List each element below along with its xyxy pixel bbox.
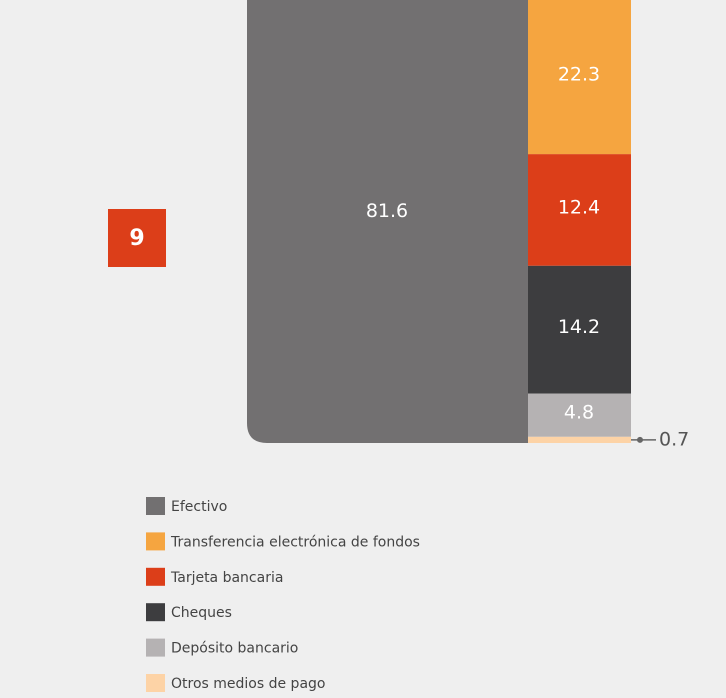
legend-label: Otros medios de pago bbox=[171, 676, 325, 692]
legend-label: Tarjeta bancaria bbox=[170, 570, 283, 586]
legend-swatch bbox=[146, 497, 165, 515]
legend-swatch bbox=[146, 674, 165, 692]
legend-label: Efectivo bbox=[171, 499, 227, 515]
legend-label: Transferencia electrónica de fondos bbox=[170, 534, 420, 550]
value-label: 0.7 bbox=[659, 428, 689, 450]
bar-segment bbox=[528, 154, 631, 266]
bar-segment bbox=[528, 265, 631, 394]
bar bbox=[247, 0, 528, 443]
value-label: 4.8 bbox=[564, 402, 594, 424]
legend-swatch bbox=[146, 567, 165, 586]
value-label: 14.2 bbox=[558, 316, 600, 338]
legend-swatch bbox=[146, 532, 165, 551]
badge: 9 bbox=[129, 226, 144, 251]
bar-segment bbox=[528, 393, 631, 437]
value-label: 81.6 bbox=[366, 200, 408, 222]
legend-label: Cheques bbox=[171, 605, 232, 621]
legend-swatch bbox=[146, 603, 165, 622]
value-label: 12.4 bbox=[558, 196, 600, 218]
bar-segment bbox=[528, 436, 631, 443]
badge-box bbox=[108, 209, 166, 267]
value-label: 22.3 bbox=[558, 64, 600, 86]
bar-segment bbox=[528, 0, 631, 155]
legend-label: Depósito bancario bbox=[171, 641, 298, 657]
legend-swatch bbox=[146, 638, 165, 657]
leader-dot bbox=[637, 436, 643, 443]
